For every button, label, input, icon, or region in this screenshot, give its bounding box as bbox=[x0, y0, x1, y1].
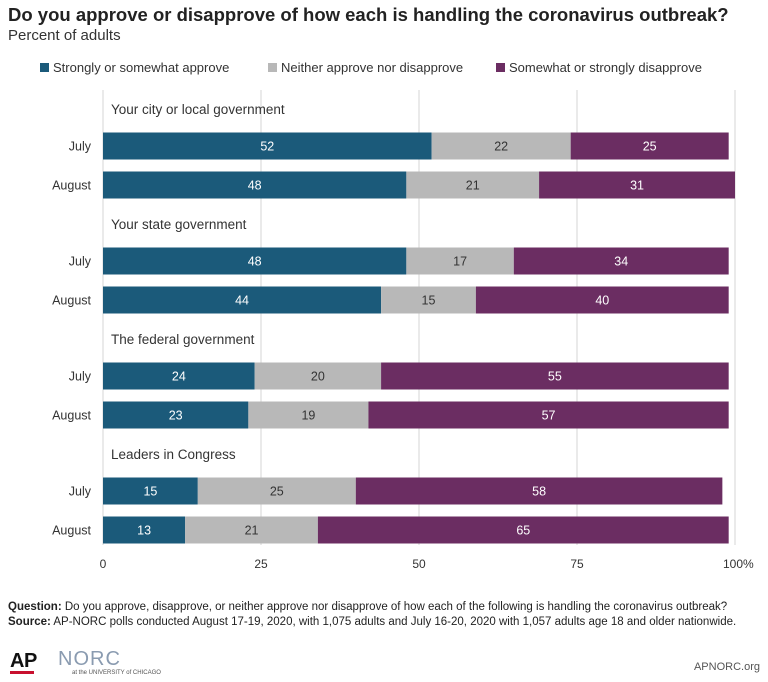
data-label: 55 bbox=[548, 370, 562, 384]
chart-notes: Question: Do you approve, disapprove, or… bbox=[8, 600, 763, 630]
bar-segment bbox=[103, 132, 432, 160]
legend-item: Somewhat or strongly disapprove bbox=[496, 59, 702, 75]
legend-item: Strongly or somewhat approve bbox=[40, 59, 229, 75]
data-label: 34 bbox=[614, 255, 628, 269]
legend-label: Somewhat or strongly disapprove bbox=[509, 59, 702, 75]
x-tick-label: 25 bbox=[254, 557, 268, 571]
row-label: August bbox=[52, 294, 91, 308]
data-label: 25 bbox=[270, 485, 284, 499]
question-note: Question: Do you approve, disapprove, or… bbox=[8, 600, 763, 615]
data-label: 21 bbox=[466, 179, 480, 193]
source-note: Source: AP-NORC polls conducted August 1… bbox=[8, 615, 763, 630]
data-label: 13 bbox=[137, 524, 151, 538]
data-label: 21 bbox=[245, 524, 259, 538]
bar-segment bbox=[355, 477, 723, 505]
data-label: 19 bbox=[301, 409, 315, 423]
data-label: 20 bbox=[311, 370, 325, 384]
bar-segment bbox=[513, 247, 729, 275]
data-label: 65 bbox=[516, 524, 530, 538]
legend-swatch bbox=[496, 62, 505, 72]
source-text: AP-NORC polls conducted August 17-19, 20… bbox=[53, 616, 737, 628]
bar-segment bbox=[103, 171, 407, 199]
group-label: Leaders in Congress bbox=[111, 447, 236, 462]
x-tick-label: 100% bbox=[723, 557, 754, 571]
bar-segment bbox=[103, 286, 382, 314]
question-label: Question: bbox=[8, 601, 62, 613]
bar-segment bbox=[185, 516, 318, 544]
bar-segment bbox=[248, 401, 369, 429]
data-label: 58 bbox=[532, 485, 546, 499]
data-label: 48 bbox=[248, 255, 262, 269]
row-label: July bbox=[69, 255, 92, 269]
x-tick-label: 75 bbox=[570, 557, 584, 571]
bar-segment bbox=[570, 132, 729, 160]
bar-segment bbox=[103, 477, 198, 505]
chart-subtitle: Percent of adults bbox=[8, 27, 121, 44]
bar-segment bbox=[431, 132, 571, 160]
bar-segment bbox=[406, 247, 514, 275]
group-label: The federal government bbox=[111, 332, 255, 347]
data-label: 25 bbox=[643, 140, 657, 154]
row-label: August bbox=[52, 524, 91, 538]
data-label: 31 bbox=[630, 179, 644, 193]
bar-segment bbox=[406, 171, 540, 199]
legend-item: Neither approve nor disapprove bbox=[268, 59, 463, 75]
bar-segment bbox=[381, 286, 476, 314]
norc-logo-subtitle: at the UNIVERSITY of CHICAGO bbox=[72, 670, 161, 676]
x-tick-label: 0 bbox=[100, 557, 107, 571]
row-label: July bbox=[69, 485, 92, 499]
legend-label: Neither approve nor disapprove bbox=[281, 59, 464, 75]
ap-logo-underline bbox=[10, 671, 34, 674]
data-label: 17 bbox=[453, 255, 467, 269]
group-label: Your state government bbox=[111, 217, 247, 232]
data-label: 23 bbox=[169, 409, 183, 423]
bar-segment bbox=[381, 362, 729, 390]
legend-swatch bbox=[40, 62, 49, 72]
apnorc-url: APNORC.org bbox=[693, 661, 760, 673]
norc-logo: NORC bbox=[58, 648, 121, 670]
ap-logo: AP bbox=[10, 650, 37, 672]
bar-segment bbox=[103, 516, 186, 544]
data-label: 57 bbox=[542, 409, 556, 423]
bar-segment bbox=[103, 362, 255, 390]
bar-segment bbox=[317, 516, 729, 544]
data-label: 44 bbox=[235, 294, 249, 308]
legend-label: Strongly or somewhat approve bbox=[53, 59, 230, 75]
data-label: 15 bbox=[422, 294, 436, 308]
bar-segment bbox=[103, 401, 249, 429]
data-label: 22 bbox=[494, 140, 508, 154]
chart: 0 25 50 75 100% Your city or local government… bbox=[52, 90, 754, 571]
bar-segment bbox=[368, 401, 729, 429]
source-label: Source: bbox=[8, 616, 51, 628]
bar-segment bbox=[197, 477, 356, 505]
data-label: 52 bbox=[260, 140, 274, 154]
chart-title: Do you approve or disapprove of how each… bbox=[8, 4, 729, 25]
question-text: Do you approve, disapprove, or neither a… bbox=[64, 601, 728, 613]
data-label: 15 bbox=[143, 485, 157, 499]
row-label: August bbox=[52, 179, 91, 193]
data-label: 48 bbox=[248, 179, 262, 193]
row-label: July bbox=[69, 140, 92, 154]
data-label: 24 bbox=[172, 370, 186, 384]
bar-segment bbox=[254, 362, 382, 390]
x-tick-label: 50 bbox=[412, 557, 426, 571]
row-label: July bbox=[69, 370, 92, 384]
bar-segment bbox=[103, 247, 407, 275]
group-label: Your city or local government bbox=[111, 102, 285, 117]
legend-swatch bbox=[268, 62, 277, 72]
row-label: August bbox=[52, 409, 91, 423]
bar-segment bbox=[539, 171, 735, 199]
bar-segment bbox=[475, 286, 729, 314]
data-label: 40 bbox=[595, 294, 609, 308]
